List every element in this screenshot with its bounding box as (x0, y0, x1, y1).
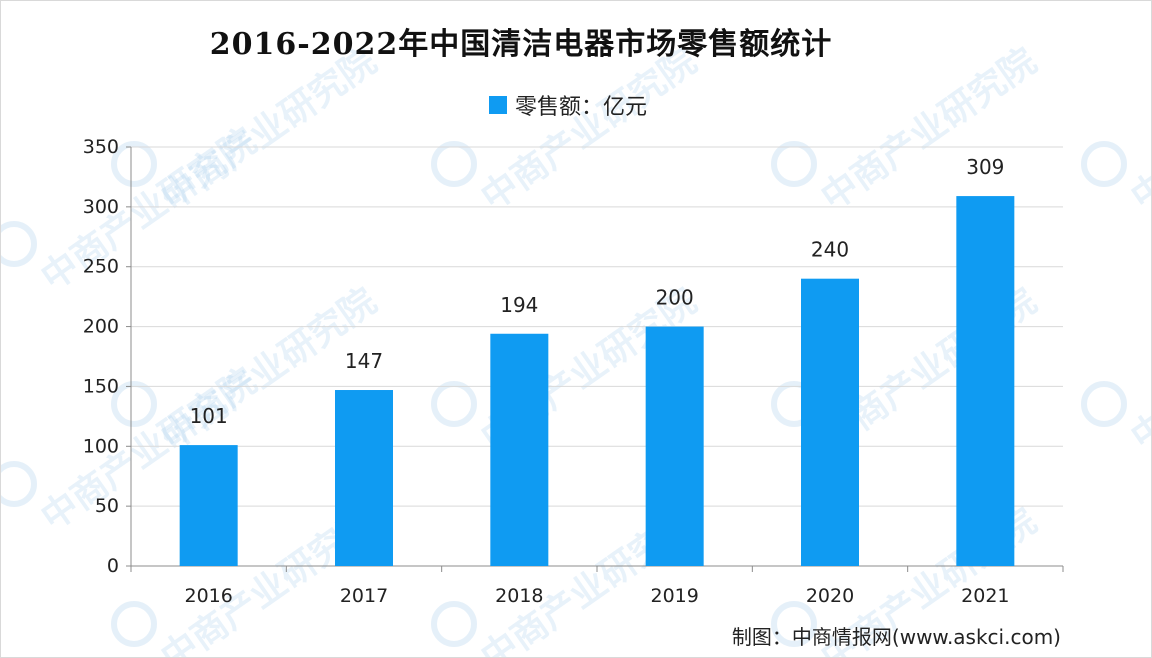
data-label-2017: 147 (345, 349, 383, 373)
x-tick-label-2021: 2021 (961, 585, 1009, 607)
legend-label: 零售额：亿元 (515, 95, 648, 120)
legend: 零售额：亿元 (489, 90, 647, 120)
y-tick-label: 0 (107, 555, 119, 577)
data-label-2016: 101 (190, 404, 228, 428)
data-label-2021: 309 (966, 155, 1004, 179)
bar-2016 (179, 445, 238, 566)
legend-swatch (489, 96, 507, 114)
data-label-2018: 194 (500, 293, 538, 317)
bar-2021 (956, 196, 1015, 566)
bar-2020 (801, 278, 859, 566)
bar-2017 (335, 390, 393, 566)
x-tick-label-2020: 2020 (806, 585, 854, 607)
data-label-2019: 200 (656, 286, 694, 310)
y-tick-label: 150 (83, 375, 119, 397)
y-tick-label: 250 (83, 256, 119, 278)
y-tick-label: 50 (95, 495, 119, 517)
y-tick-label: 300 (83, 196, 119, 218)
x-tick-label-2019: 2019 (650, 585, 698, 607)
x-tick-label-2017: 2017 (340, 585, 388, 607)
bar-2018 (490, 333, 549, 566)
data-label-2020: 240 (811, 238, 849, 262)
bar-2019 (645, 326, 704, 566)
y-tick-label: 100 (83, 435, 119, 457)
y-tick-label: 200 (83, 316, 119, 338)
x-tick-label-2016: 2016 (184, 585, 232, 607)
chart-title: 2016-2022年中国清洁电器市场零售额统计 (209, 27, 833, 62)
source-credit: 制图：中商情报网(www.askci.com) (731, 625, 1061, 649)
x-tick-label-2018: 2018 (495, 585, 543, 607)
y-tick-label: 350 (83, 136, 119, 158)
